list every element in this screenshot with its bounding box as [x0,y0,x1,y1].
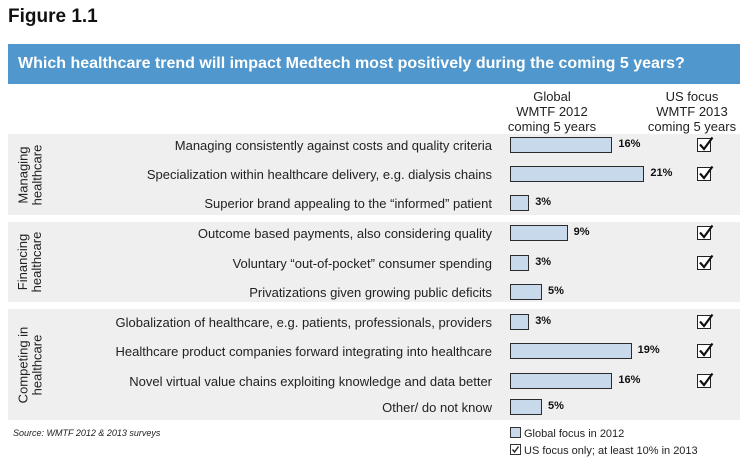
bar-value-label: 19% [637,344,660,356]
legend-swatch [510,427,521,438]
group-label-line: healthcare [29,334,44,395]
group-panel [8,309,740,420]
group-label-line: healthcare [29,231,44,293]
checkbox-checked-icon [697,165,714,181]
category-label: Specialization within healthcare deliver… [146,167,492,182]
bar [510,399,542,415]
category-label: Privatizations given growing public defi… [249,285,492,300]
source-note: Source: WMTF 2012 & 2013 surveys [13,428,161,438]
global-line: WMTF 2012 [516,104,588,119]
group-label-line: Financing [15,233,30,291]
group-label-line: Managing [15,145,30,204]
legend-label-us: US focus only; at least 10% in 2013 [524,445,698,457]
legend-item-us: US focus only; at least 10% in 2013 [510,444,698,457]
group-label-line: healthcare [29,144,44,205]
bar-value-label: 21% [650,167,673,179]
us-line: coming 5 years [647,119,737,134]
category-label: Globalization of healthcare, e.g. patien… [115,315,493,330]
column-header-global: Global WMTF 2012 coming 5 years [497,89,607,134]
category-label: Superior brand appealing to the “informe… [204,196,492,211]
global-line: Global [533,89,571,104]
bar [510,255,530,271]
group-panel [8,222,740,302]
group-label: Competing in healthcare [15,309,44,420]
bar-value-label: 5% [548,285,564,297]
bar-value-label: 3% [535,256,552,268]
bar-value-label: 16% [618,138,641,150]
checkbox-checked-icon [697,342,714,358]
bar [510,284,542,300]
us-line: WMTF 2013 [656,104,728,119]
group-label-line: Competing in [15,326,30,403]
group-label: Financing healthcare [15,222,44,302]
bar-value-label: 3% [535,196,552,208]
global-line: coming 5 years [507,119,597,134]
category-label: Novel virtual value chains exploiting kn… [129,374,492,389]
checkbox-checked-icon [697,224,714,240]
bar [510,343,632,359]
checkbox-checked-icon [697,372,714,388]
category-label: Voluntary “out-of-pocket” consumer spend… [232,256,492,271]
category-label: Other/ do not know [382,400,492,415]
us-line: US focus [665,89,719,104]
group-label: Managing healthcare [15,134,44,215]
bar-value-label: 5% [548,400,564,412]
bar [510,195,530,211]
bar-value-label: 9% [573,226,590,238]
category-label: Managing consistently against costs and … [174,138,492,153]
checkbox-checked-icon [697,254,714,270]
category-label: Outcome based payments, also considering… [197,226,492,241]
bar [510,137,613,153]
checkbox-checked-icon [697,136,714,152]
legend-label-global: Global focus in 2012 [524,428,625,440]
bar [510,373,613,389]
category-label: Healthcare product companies forward int… [115,344,493,359]
bar [510,314,530,330]
figure-label: Figure 1.1 [8,6,98,27]
bar-value-label: 3% [535,315,552,327]
legend-item-global: Global focus in 2012 [510,427,624,440]
bar [510,225,568,241]
legend-check-icon [510,444,521,455]
bar [510,166,645,182]
checkbox-checked-icon [697,313,714,329]
chart-title: Which healthcare trend will impact Medte… [8,44,740,84]
bar-value-label: 16% [618,374,641,386]
column-header-us: US focus WMTF 2013 coming 5 years [642,89,742,134]
